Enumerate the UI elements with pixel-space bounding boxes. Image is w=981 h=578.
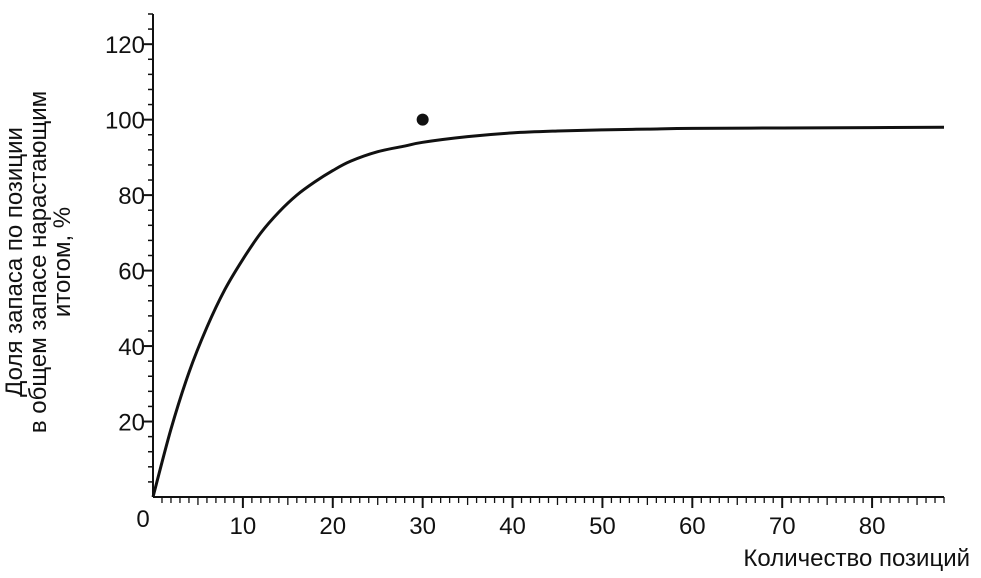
x-tick-label: 30 [409,513,436,540]
x-axis-ticks: 0 10 20 30 40 50 60 70 80 [136,497,945,540]
points-layer [416,113,429,126]
y-axis-label: Доля запаса по позиции в общем запасе на… [1,91,76,433]
x-tick-label: 0 [136,506,149,533]
y-tick-label: 40 [118,334,145,361]
y-axis-ticks: 20 40 60 80 100 120 [105,13,153,483]
y-tick-label: 120 [105,32,145,59]
y-tick-label: 20 [118,410,145,437]
y-axis-label-line-3: итогом, % [49,207,76,317]
y-axis-label-line-2: в общем запасе нарастающим [25,91,52,433]
y-tick-label: 100 [105,108,145,135]
y-tick-label: 60 [118,259,145,286]
x-tick-label: 60 [679,513,706,540]
x-tick-label: 80 [859,513,886,540]
x-tick-label: 70 [769,513,796,540]
x-tick-label: 20 [319,513,346,540]
x-tick-label: 40 [499,513,526,540]
x-tick-label: 50 [589,513,616,540]
x-tick-label: 10 [230,513,257,540]
y-axis-label-line-1: Доля запаса по позиции [1,127,28,397]
series-line [151,125,945,498]
series-layer [151,125,945,498]
data-point [416,113,429,126]
x-axis-label: Количество позиций [743,545,970,572]
y-tick-label: 80 [118,183,145,210]
